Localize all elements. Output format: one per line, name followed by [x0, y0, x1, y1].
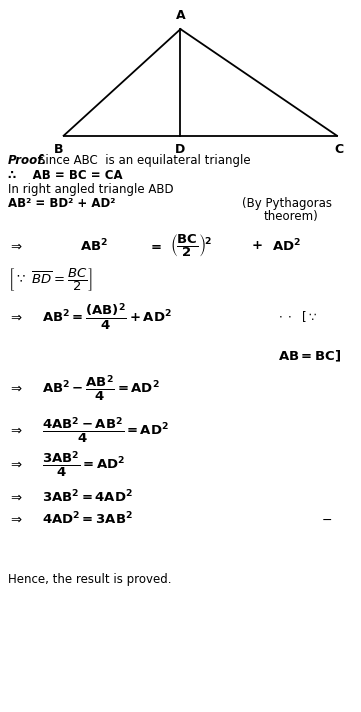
Text: Proof.: Proof.	[8, 154, 47, 167]
Text: Hence, the result is proved.: Hence, the result is proved.	[8, 573, 171, 587]
Text: $\mathbf{\dfrac{4AB^2 - AB^2}{4} = AD^2}$: $\mathbf{\dfrac{4AB^2 - AB^2}{4} = AD^2}…	[42, 416, 169, 446]
Text: In right angled triangle ABD: In right angled triangle ABD	[8, 183, 174, 197]
Text: $\mathbf{4AD^2 = 3AB^2}$: $\mathbf{4AD^2 = 3AB^2}$	[42, 511, 133, 528]
Text: $\Rightarrow$: $\Rightarrow$	[8, 458, 23, 471]
Text: $\mathbf{AB^2 - \dfrac{AB^2}{4} = AD^2}$: $\mathbf{AB^2 - \dfrac{AB^2}{4} = AD^2}$	[42, 373, 160, 403]
Text: A: A	[176, 9, 185, 22]
Text: $\mathbf{=}$: $\mathbf{=}$	[148, 239, 162, 252]
Text: $\Rightarrow$: $\Rightarrow$	[8, 239, 23, 252]
Text: $\Rightarrow$: $\Rightarrow$	[8, 382, 23, 394]
Text: $\mathbf{+}$: $\mathbf{+}$	[251, 239, 262, 252]
Text: $\mathbf{3AB^2 = 4AD^2}$: $\mathbf{3AB^2 = 4AD^2}$	[42, 488, 133, 505]
Text: (By Pythagoras: (By Pythagoras	[242, 197, 332, 211]
Text: $-$: $-$	[321, 513, 332, 526]
Text: $\mathbf{\dfrac{3AB^2}{4} = AD^2}$: $\mathbf{\dfrac{3AB^2}{4} = AD^2}$	[42, 449, 126, 479]
Text: $\Rightarrow$: $\Rightarrow$	[8, 513, 23, 526]
Text: $\Rightarrow$: $\Rightarrow$	[8, 424, 23, 437]
Text: C: C	[334, 143, 343, 156]
Text: $\mathbf{AB^2 = \dfrac{(AB)^2}{4} + AD^2}$: $\mathbf{AB^2 = \dfrac{(AB)^2}{4} + AD^2…	[42, 302, 172, 333]
Text: $\Rightarrow$: $\Rightarrow$	[8, 490, 23, 503]
Text: Since ABC  is an equilateral triangle: Since ABC is an equilateral triangle	[39, 154, 251, 167]
Text: ∴    AB = BC = CA: ∴ AB = BC = CA	[8, 169, 122, 182]
Text: AB² = BD² + AD²: AB² = BD² + AD²	[8, 197, 115, 211]
Text: theorem): theorem)	[263, 210, 318, 224]
Text: D: D	[175, 143, 186, 156]
Text: $\mathbf{AB^2}$: $\mathbf{AB^2}$	[80, 238, 108, 254]
Text: $\mathbf{AB = BC]}$: $\mathbf{AB = BC]}$	[278, 348, 341, 364]
Text: $\left[\because\ \overline{BD}=\dfrac{BC}{2}\right]$: $\left[\because\ \overline{BD}=\dfrac{BC…	[8, 266, 92, 293]
Text: B: B	[54, 143, 64, 156]
Text: $\cdot\ \cdot\ \ [\because$: $\cdot\ \cdot\ \ [\because$	[278, 310, 317, 325]
Text: $\Rightarrow$: $\Rightarrow$	[8, 310, 23, 323]
Text: $\left(\dfrac{\mathbf{BC}}{\mathbf{2}}\right)^{\!\mathbf{2}}$: $\left(\dfrac{\mathbf{BC}}{\mathbf{2}}\r…	[170, 232, 211, 259]
Text: $\mathbf{AD^2}$: $\mathbf{AD^2}$	[272, 238, 301, 254]
